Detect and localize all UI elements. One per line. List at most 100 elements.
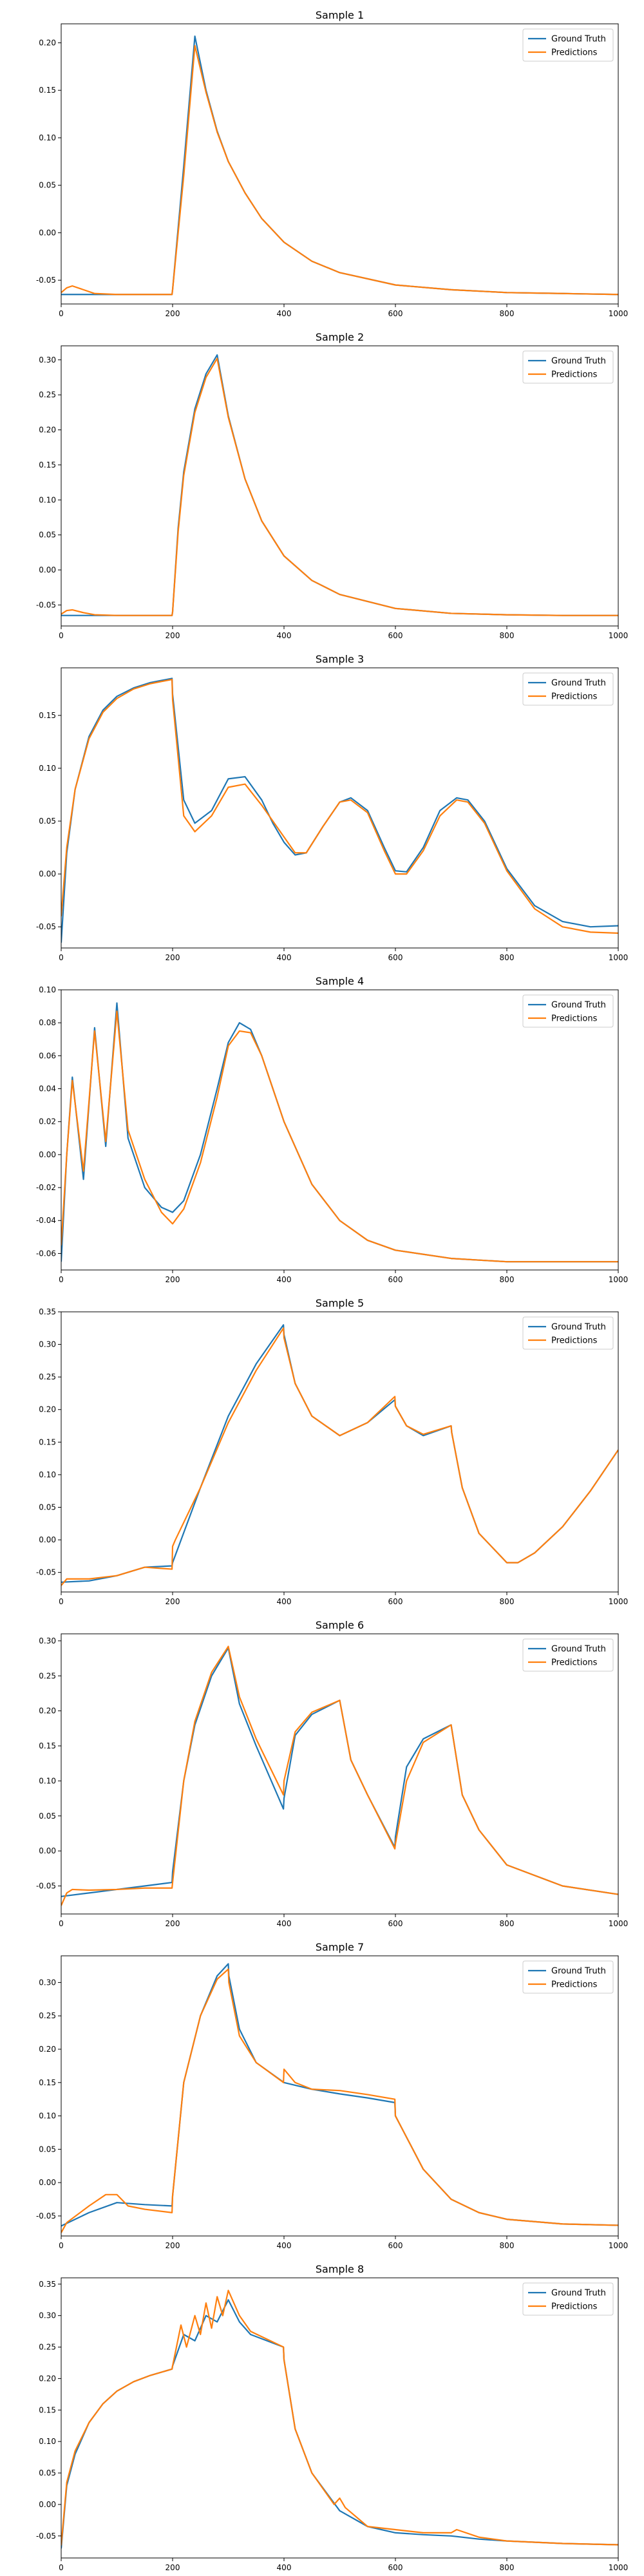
- y-tick-label: 0.06: [39, 1051, 56, 1060]
- plot-frame: [61, 23, 619, 305]
- x-tick-label: 200: [166, 1919, 180, 1928]
- x-tick-label: 1000: [609, 1597, 629, 1606]
- x-tick-label: 800: [500, 1275, 515, 1284]
- legend-label: Predictions: [551, 1014, 598, 1024]
- legend-label: Predictions: [551, 2302, 598, 2312]
- legend-label: Ground Truth: [551, 1645, 606, 1654]
- y-tick-label: -0.05: [36, 600, 56, 609]
- y-tick-label: -0.05: [36, 1882, 56, 1891]
- legend-label: Ground Truth: [551, 1001, 606, 1010]
- plot-frame: [61, 989, 619, 1271]
- series-line-predictions: [61, 2289, 618, 2546]
- y-tick-label: 0.15: [39, 2078, 56, 2087]
- y-tick-label: 0.20: [39, 2374, 56, 2383]
- series-line-ground-truth: [61, 677, 618, 943]
- series-line-predictions: [61, 1968, 618, 2233]
- x-tick-label: 800: [500, 631, 515, 640]
- y-tick-label: 0.15: [39, 2405, 56, 2414]
- y-tick-label: 0.00: [39, 565, 56, 574]
- chart-title: Sample 6: [316, 1619, 364, 1631]
- series-line-ground-truth: [61, 2299, 618, 2549]
- series-line-predictions: [61, 1010, 618, 1263]
- series-line-ground-truth: [61, 35, 618, 296]
- y-tick-label: -0.05: [36, 1568, 56, 1577]
- legend-box: [522, 2282, 614, 2316]
- x-tick-label: 600: [388, 953, 403, 962]
- legend-box: [522, 1316, 614, 1350]
- x-tick-label: 600: [388, 1275, 403, 1284]
- legend: Ground Truth Predictions: [522, 1316, 614, 1350]
- x-tick-label: 800: [500, 2563, 515, 2572]
- y-tick-label: 0.05: [39, 181, 56, 190]
- chart-title: Sample 2: [316, 331, 364, 343]
- y-tick-label: 0.05: [39, 2145, 56, 2154]
- y-tick-label: 0.02: [39, 1117, 56, 1126]
- legend: Ground Truth Predictions: [522, 2282, 614, 2316]
- y-tick-label: 0.20: [39, 1707, 56, 1716]
- series-line-ground-truth: [61, 1963, 618, 2227]
- legend-box: [522, 994, 614, 1028]
- x-tick-label: 400: [277, 953, 292, 962]
- legend: Ground Truth Predictions: [522, 672, 614, 706]
- x-tick-label: 1000: [609, 1275, 629, 1284]
- x-tick-label: 0: [59, 2563, 64, 2572]
- legend-box: [522, 672, 614, 706]
- y-tick-label: -0.04: [36, 1216, 56, 1225]
- x-tick-label: 400: [277, 1919, 292, 1928]
- series-line-predictions: [61, 1327, 618, 1586]
- x-tick-label: 1000: [609, 2563, 629, 2572]
- y-tick-label: 0.20: [39, 426, 56, 435]
- x-tick-label: 600: [388, 1597, 403, 1606]
- x-tick-label: 800: [500, 1597, 515, 1606]
- legend-box: [522, 350, 614, 384]
- x-tick-label: 400: [277, 1275, 292, 1284]
- legend-box: [522, 1960, 614, 1994]
- y-tick-label: 0.04: [39, 1084, 56, 1094]
- plot-frame: [61, 667, 619, 949]
- y-tick-label: 0.35: [39, 2280, 56, 2289]
- chart-panel-1: Sample 1 0 200 400 600 800 1000 -0.05 0.00 0.05 0.…: [36, 9, 628, 318]
- x-tick-label: 1000: [609, 953, 629, 962]
- x-tick-label: 0: [59, 309, 64, 318]
- plot-frame: [61, 2277, 619, 2559]
- y-tick-label: 0.00: [39, 869, 56, 878]
- y-tick-label: 0.30: [39, 355, 56, 365]
- x-tick-label: 200: [166, 2241, 180, 2250]
- x-tick-label: 0: [59, 1597, 64, 1606]
- y-tick-label: 0.00: [39, 2500, 56, 2509]
- legend-label: Predictions: [551, 48, 598, 58]
- y-tick-label: 0.25: [39, 1372, 56, 1381]
- series-line-ground-truth: [61, 1002, 618, 1263]
- legend-label: Ground Truth: [551, 1967, 606, 1976]
- legend-label: Ground Truth: [551, 1323, 606, 1332]
- x-tick-label: 600: [388, 309, 403, 318]
- y-tick-label: 0.05: [39, 817, 56, 826]
- chart-panel-5: Sample 5 0 200 400 600 800 1000 -0.05 0.00 0.05 0.…: [36, 1297, 628, 1606]
- chart-panel-4: Sample 4 0 200 400 600 800 1000 -0.06 -0.04 -0.02…: [36, 975, 628, 1284]
- y-tick-label: 0.10: [39, 1776, 56, 1785]
- legend-label: Predictions: [551, 692, 598, 702]
- plot-frame: [61, 345, 619, 627]
- plot-frame: [61, 1955, 619, 2237]
- legend-label: Predictions: [551, 1658, 598, 1668]
- y-tick-label: -0.02: [36, 1183, 56, 1192]
- chart-title: Sample 7: [316, 1941, 364, 1953]
- y-tick-label: -0.06: [36, 1249, 56, 1258]
- y-tick-label: 0.25: [39, 2011, 56, 2020]
- series-line-ground-truth: [61, 354, 618, 616]
- legend: Ground Truth Predictions: [522, 350, 614, 384]
- chart-title: Sample 8: [316, 2263, 364, 2275]
- y-tick-label: 0.00: [39, 1535, 56, 1544]
- series-line-ground-truth: [61, 1324, 618, 1583]
- x-tick-label: 1000: [609, 1919, 629, 1928]
- y-tick-label: 0.25: [39, 390, 56, 399]
- x-tick-label: 200: [166, 2563, 180, 2572]
- legend-label: Ground Truth: [551, 2289, 606, 2298]
- x-tick-label: 0: [59, 1275, 64, 1284]
- x-tick-label: 0: [59, 953, 64, 962]
- y-tick-label: 0.10: [39, 985, 56, 994]
- chart-title: Sample 3: [316, 653, 364, 665]
- y-tick-label: 0.20: [39, 2045, 56, 2054]
- legend-box: [522, 1638, 614, 1672]
